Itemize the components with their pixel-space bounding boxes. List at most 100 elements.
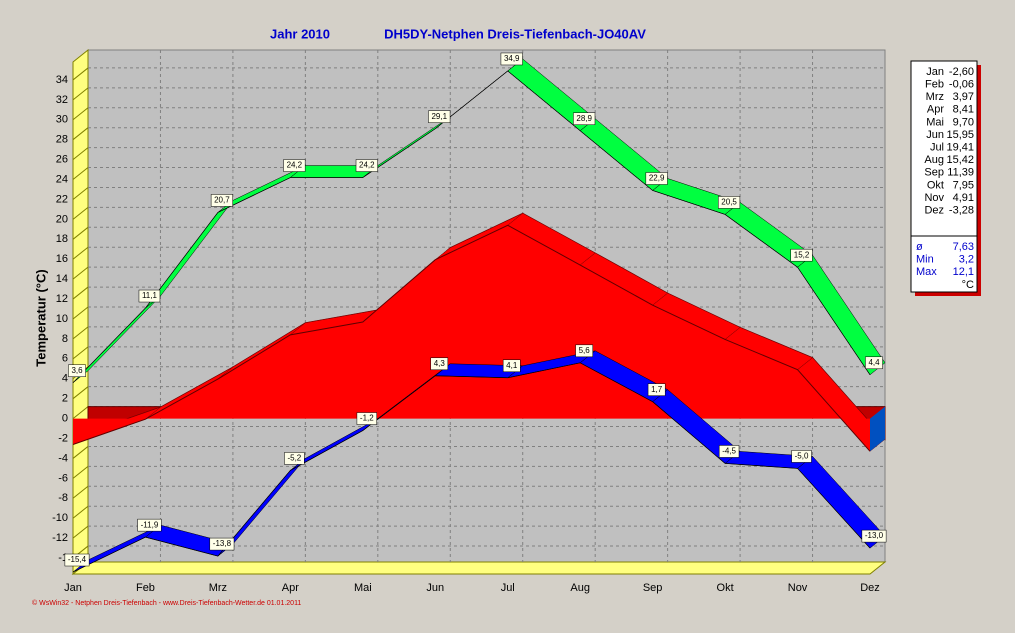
y-tick xyxy=(72,187,89,200)
data-label: 22,9 xyxy=(645,172,668,185)
data-label-box xyxy=(284,452,305,465)
legend-value: 9,70 xyxy=(953,116,974,128)
legend-month: Mrz xyxy=(926,91,944,103)
legend-month: Jun xyxy=(926,129,944,141)
legend-month: Sep xyxy=(924,167,944,179)
legend-month: Dez xyxy=(924,205,944,217)
legend-month: Jul xyxy=(930,142,944,154)
y-tick xyxy=(72,147,89,161)
y-tick xyxy=(72,406,89,419)
legend-value: -0,06 xyxy=(949,79,974,91)
y-tick xyxy=(72,485,89,499)
data-label-box xyxy=(573,112,596,125)
data-label: -5,2 xyxy=(284,452,305,465)
x-tick-label: Mai xyxy=(354,582,372,594)
data-label-box xyxy=(64,553,90,567)
data-label-box xyxy=(791,450,812,463)
data-label-box xyxy=(718,445,740,458)
x-tick-label: Feb xyxy=(136,582,155,594)
y-tick-label: -8 xyxy=(58,492,68,504)
data-label-box xyxy=(575,344,593,358)
legend-month: Apr xyxy=(927,104,944,116)
data-label-box xyxy=(865,356,883,370)
y-tick xyxy=(72,386,89,400)
x-tick-label: Apr xyxy=(282,582,299,594)
data-label: 28,9 xyxy=(573,112,596,125)
data-label-box xyxy=(430,357,449,371)
data-label: 3,6 xyxy=(68,364,86,377)
y-tick-label: 10 xyxy=(56,313,68,325)
y-tick-label: 14 xyxy=(56,273,68,285)
y-tick-label: 34 xyxy=(56,74,68,86)
legend-month: Okt xyxy=(927,179,944,191)
legend-value: 15,42 xyxy=(946,154,974,166)
y-tick xyxy=(72,525,89,539)
data-label: -13,8 xyxy=(209,537,235,551)
y-tick xyxy=(72,127,89,141)
stat-value: 12,1 xyxy=(953,266,974,278)
data-label-text: 5,6 xyxy=(579,346,591,355)
data-label: 4,1 xyxy=(502,359,521,373)
data-label-box xyxy=(209,537,235,551)
data-label-text: -11,9 xyxy=(141,520,159,529)
data-label-text: -4,5 xyxy=(722,447,736,456)
data-label-text: 3,6 xyxy=(71,366,83,375)
x-tick-label: Mrz xyxy=(209,582,227,594)
y-tick xyxy=(72,107,89,121)
y-tick-label: 20 xyxy=(56,213,68,225)
y-tick xyxy=(72,206,89,220)
data-label-text: -15,4 xyxy=(68,555,87,564)
data-label-text: 20,7 xyxy=(214,196,230,205)
data-label-text: 22,9 xyxy=(649,174,665,183)
y-tick-label: 18 xyxy=(56,233,68,245)
y-tick-label: -6 xyxy=(58,472,68,484)
x-tick-label: Sep xyxy=(643,582,663,594)
y-tick-label: -12 xyxy=(52,532,68,544)
floor xyxy=(71,561,887,575)
x-tick-label: Nov xyxy=(788,582,808,594)
footer: © WsWin32 - Netphen Dreis-Tiefenbach - w… xyxy=(32,599,301,607)
y-tick-label: -10 xyxy=(52,512,68,524)
y-tick xyxy=(72,465,89,479)
y-tick xyxy=(72,326,89,340)
y-tick-label: 26 xyxy=(56,154,68,166)
data-label-box xyxy=(283,159,306,172)
x-tick-label: Aug xyxy=(570,582,590,594)
data-label-box xyxy=(502,359,521,373)
x-tick-label: Jun xyxy=(426,582,444,594)
x-tick-label: Jul xyxy=(501,582,515,594)
data-label: 29,1 xyxy=(428,110,451,123)
y-axis-label: Temperatur (°C) xyxy=(33,269,48,366)
legend-month: Nov xyxy=(924,192,944,204)
data-label-box xyxy=(210,194,233,207)
y-tick xyxy=(72,306,89,320)
data-label-box xyxy=(355,159,378,172)
x-tick-label: Jan xyxy=(64,582,82,594)
data-label: -13,0 xyxy=(861,529,887,543)
data-label-text: -1,2 xyxy=(360,414,374,423)
stat-name: Min xyxy=(916,254,934,266)
y-tick-label: 0 xyxy=(62,413,68,425)
data-label-box xyxy=(500,52,523,66)
data-label-box xyxy=(138,289,161,303)
left-wall xyxy=(72,48,89,576)
data-label: 24,2 xyxy=(283,159,306,172)
data-label-text: -13,0 xyxy=(865,531,884,540)
y-tick-label: 8 xyxy=(62,333,68,345)
stat-name: Max xyxy=(916,266,937,278)
y-tick-label: 28 xyxy=(56,134,68,146)
y-tick xyxy=(72,505,89,519)
data-label-text: 4,4 xyxy=(868,358,880,367)
data-label: 11,1 xyxy=(138,289,161,303)
data-label: 4,4 xyxy=(865,356,883,370)
data-label-text: 1,7 xyxy=(651,385,663,394)
data-label: 20,7 xyxy=(210,194,233,207)
data-label-text: 34,9 xyxy=(504,54,520,63)
y-tick-label: -4 xyxy=(58,452,68,464)
area-line xyxy=(72,224,871,452)
y-tick xyxy=(72,67,89,81)
data-label: -11,9 xyxy=(137,518,162,532)
legend-unit: °C xyxy=(962,279,974,291)
y-tick-label: 2 xyxy=(62,393,68,405)
legend-value: 4,91 xyxy=(953,192,974,204)
